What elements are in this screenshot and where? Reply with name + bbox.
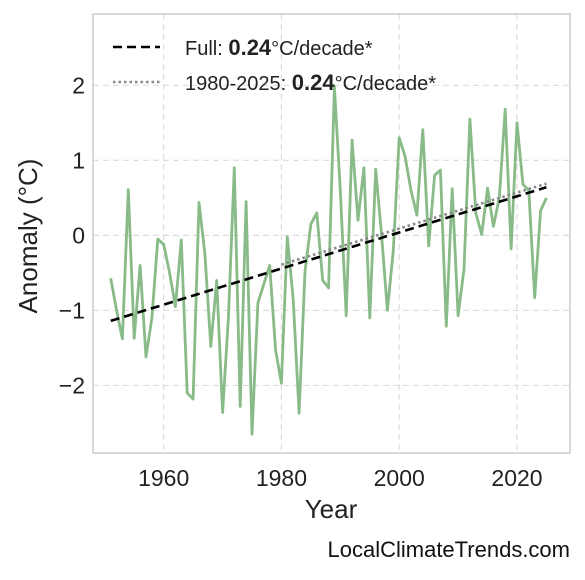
y-tick-label: −2 [59, 372, 85, 398]
y-tick-label: 1 [72, 147, 85, 173]
x-tick-label: 2000 [374, 465, 425, 491]
legend-label: 1980-2025: 0.24°C/decade* [185, 70, 436, 95]
plot-frame [92, 13, 571, 454]
legend-label: Full: 0.24°C/decade* [185, 35, 373, 60]
y-axis-label: Anomaly (°C) [13, 159, 43, 314]
trend-line-1980-2025 [281, 182, 547, 266]
x-tick-label: 2020 [491, 465, 542, 491]
x-axis-label: Year [305, 494, 358, 524]
y-tick-label: 0 [72, 222, 85, 248]
x-tick-label: 1980 [256, 465, 307, 491]
y-tick-label: −1 [59, 297, 85, 323]
legend: Full: 0.24°C/decade* 1980-2025: 0.24°C/de… [113, 35, 436, 95]
x-tick-labels: 1960 1980 2000 2020 [138, 465, 543, 491]
x-tick-label: 1960 [138, 465, 189, 491]
anomaly-series-line [109, 85, 548, 436]
y-tick-labels: 2 1 0 −1 −2 [59, 72, 85, 398]
y-tick-label: 2 [72, 72, 85, 98]
series-group [109, 85, 548, 436]
footer-source: LocalClimateTrends.com [327, 537, 571, 562]
trend-line-full [110, 186, 547, 323]
